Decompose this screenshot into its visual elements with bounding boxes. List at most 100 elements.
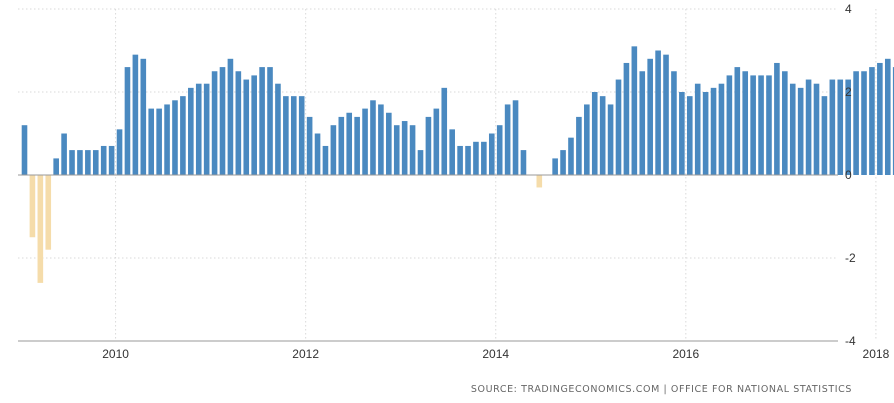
bar bbox=[774, 62, 780, 176]
bar bbox=[639, 71, 646, 175]
bar bbox=[584, 104, 590, 175]
bar bbox=[520, 150, 527, 175]
bar bbox=[409, 125, 416, 175]
bar bbox=[172, 100, 178, 175]
bar bbox=[219, 67, 226, 175]
bar bbox=[710, 87, 717, 175]
bar bbox=[417, 150, 424, 175]
x-axis-ticks: 2010 2012 2014 2016 2018 bbox=[102, 347, 889, 361]
bar bbox=[552, 158, 558, 175]
bar bbox=[148, 108, 155, 175]
bar bbox=[758, 75, 764, 175]
bar bbox=[607, 104, 614, 175]
bar bbox=[425, 116, 432, 175]
bar bbox=[679, 92, 685, 175]
bar bbox=[576, 116, 582, 175]
bar bbox=[401, 121, 408, 175]
bar bbox=[742, 71, 749, 175]
bar bbox=[306, 116, 313, 175]
bar bbox=[393, 125, 400, 175]
bar bbox=[655, 50, 661, 175]
bars bbox=[21, 46, 894, 283]
bar bbox=[108, 145, 115, 175]
bar bbox=[647, 58, 653, 175]
bar bbox=[623, 62, 630, 176]
x-tick-label: 2018 bbox=[863, 347, 890, 361]
source-note: SOURCE: TRADINGECONOMICS.COM | OFFICE FO… bbox=[470, 384, 852, 395]
bar bbox=[45, 175, 52, 250]
bar bbox=[378, 104, 384, 175]
bar bbox=[290, 96, 297, 175]
bar bbox=[884, 58, 891, 175]
bar bbox=[782, 71, 788, 175]
x-axis bbox=[18, 174, 838, 342]
bar bbox=[156, 108, 162, 175]
bar bbox=[116, 129, 123, 175]
bar bbox=[243, 79, 250, 175]
bar bbox=[512, 100, 519, 175]
bar bbox=[441, 87, 448, 175]
bar bbox=[37, 175, 44, 283]
bar bbox=[805, 79, 812, 175]
bar bbox=[504, 104, 511, 175]
bar bbox=[457, 145, 463, 175]
bar bbox=[726, 75, 733, 175]
bar bbox=[591, 92, 598, 175]
y-axis-ticks: 4 2 0 -2 -4 bbox=[845, 2, 856, 348]
bar bbox=[829, 79, 836, 175]
bar bbox=[362, 108, 368, 175]
bar bbox=[275, 83, 281, 175]
bar bbox=[195, 83, 202, 175]
bar bbox=[180, 96, 186, 175]
bar bbox=[694, 83, 701, 175]
bar bbox=[346, 112, 353, 175]
bar bbox=[61, 133, 67, 175]
bar bbox=[892, 67, 894, 175]
bar bbox=[821, 96, 828, 175]
bar bbox=[164, 104, 170, 175]
bar bbox=[259, 67, 265, 175]
bar bbox=[481, 141, 487, 175]
bar bbox=[251, 75, 257, 175]
bar bbox=[132, 54, 139, 175]
bar bbox=[298, 96, 305, 175]
y-tick-label: 0 bbox=[845, 168, 852, 182]
bar bbox=[53, 158, 59, 175]
bar bbox=[663, 54, 669, 175]
y-tick-label: 4 bbox=[845, 2, 852, 16]
bar bbox=[718, 83, 725, 175]
bar bbox=[869, 67, 875, 175]
bar bbox=[568, 137, 574, 175]
bar bbox=[465, 145, 471, 175]
bar bbox=[433, 108, 440, 175]
bar bbox=[69, 150, 75, 175]
bar bbox=[92, 150, 99, 175]
bar bbox=[702, 92, 709, 175]
bar bbox=[449, 129, 455, 175]
bar bbox=[77, 150, 83, 175]
bar bbox=[211, 71, 218, 175]
bar bbox=[845, 79, 851, 175]
bar bbox=[100, 145, 107, 175]
bar bbox=[560, 150, 566, 175]
x-tick-label: 2014 bbox=[482, 347, 509, 361]
y-tick-label: -2 bbox=[845, 251, 856, 265]
bar bbox=[671, 71, 677, 175]
bar bbox=[599, 96, 606, 175]
bar bbox=[203, 83, 210, 175]
bar bbox=[473, 141, 479, 175]
y-tick-label: -4 bbox=[845, 334, 856, 348]
bar bbox=[29, 175, 36, 238]
bar bbox=[235, 71, 242, 175]
bar bbox=[631, 46, 638, 175]
bar bbox=[496, 125, 503, 175]
bar bbox=[766, 75, 772, 175]
bar bbox=[370, 100, 376, 175]
x-tick-label: 2010 bbox=[102, 347, 129, 361]
x-tick-label: 2016 bbox=[672, 347, 699, 361]
bar bbox=[354, 116, 360, 175]
bar bbox=[536, 175, 543, 188]
bar bbox=[877, 62, 883, 176]
bar bbox=[615, 79, 622, 175]
